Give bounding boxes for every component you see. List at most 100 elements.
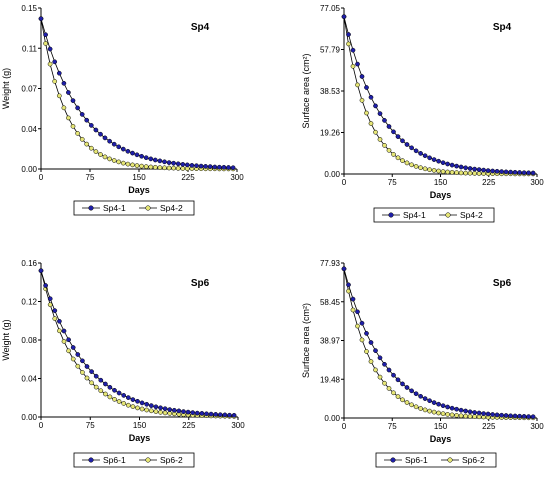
data-point-Sp4-1 <box>409 145 414 151</box>
x-tick-label: 0 <box>39 173 44 182</box>
data-point-Sp4-2 <box>70 123 76 129</box>
data-point-Sp4-2 <box>102 154 108 160</box>
data-point-Sp6-1 <box>476 410 482 416</box>
data-point-Sp4-2 <box>47 61 53 67</box>
data-point-Sp6-1 <box>485 411 491 417</box>
data-point-Sp4-1 <box>226 165 231 170</box>
y-tick-label: 19.48 <box>320 375 341 384</box>
data-point-Sp4-1 <box>458 164 464 170</box>
data-point-Sp6-1 <box>84 364 90 369</box>
data-point-Sp6-1 <box>463 408 468 414</box>
data-point-Sp4-2 <box>359 97 365 103</box>
data-point-Sp4-1 <box>75 105 80 111</box>
data-point-Sp6-1 <box>368 340 374 345</box>
y-tick-label: 0.08 <box>21 336 37 345</box>
data-point-Sp6-1 <box>427 398 432 404</box>
data-point-Sp4-1 <box>512 169 518 175</box>
y-tick-label: 0.00 <box>21 413 37 422</box>
data-point-Sp6-2 <box>350 307 356 313</box>
data-point-Sp4-1 <box>194 163 199 169</box>
data-point-Sp6-2 <box>153 409 159 414</box>
data-point-Sp4-2 <box>386 147 392 153</box>
data-point-Sp4-1 <box>418 151 423 156</box>
data-point-Sp6-1 <box>440 403 446 409</box>
data-point-Sp4-2 <box>107 156 112 162</box>
data-point-Sp4-1 <box>530 170 536 176</box>
y-tick-label: 0.00 <box>324 170 340 179</box>
data-point-Sp6-2 <box>148 408 154 414</box>
data-point-Sp6-2 <box>98 388 104 394</box>
legend-label: Sp4-1 <box>103 203 126 213</box>
legend-marker <box>445 212 451 218</box>
data-point-Sp6-1 <box>213 412 219 417</box>
data-point-Sp4-1 <box>152 157 158 163</box>
x-tick-label: 300 <box>230 173 244 182</box>
data-point-Sp4-2 <box>454 170 459 175</box>
data-point-Sp4-1 <box>180 162 186 167</box>
y-tick-label: 0.04 <box>21 125 37 134</box>
data-point-Sp6-1 <box>395 377 401 383</box>
legend-box <box>375 452 497 468</box>
data-point-Sp4-1 <box>157 158 163 164</box>
data-point-Sp4-2 <box>61 105 67 111</box>
data-point-Sp6-1 <box>47 296 53 302</box>
x-tick-label: 75 <box>388 422 397 431</box>
y-axis-label: Weight (g) <box>1 68 11 109</box>
data-point-Sp4-1 <box>508 169 513 175</box>
y-tick-label: 0.07 <box>21 85 37 94</box>
data-point-Sp6-1 <box>217 412 223 418</box>
data-point-Sp4-2 <box>391 152 396 157</box>
panel-title: Sp4 <box>191 22 210 33</box>
data-point-Sp6-1 <box>176 408 182 414</box>
data-point-Sp4-1 <box>485 168 491 173</box>
y-tick-label: 0.16 <box>21 259 37 268</box>
data-point-Sp6-2 <box>431 409 437 415</box>
legend-box <box>73 452 195 468</box>
data-point-Sp4-1 <box>499 169 504 174</box>
y-tick-label: 0.04 <box>21 375 37 384</box>
data-point-Sp4-1 <box>38 16 44 22</box>
x-tick-label: 225 <box>182 421 196 430</box>
data-point-Sp4-2 <box>171 165 176 171</box>
legend-label: Sp6-1 <box>103 455 126 465</box>
data-point-Sp4-1 <box>364 85 369 90</box>
data-point-Sp6-1 <box>61 328 67 334</box>
data-point-Sp4-2 <box>350 63 356 69</box>
legend-marker <box>390 457 396 463</box>
data-point-Sp6-2 <box>66 348 71 354</box>
data-point-Sp6-1 <box>494 412 500 418</box>
data-point-Sp6-1 <box>144 401 150 407</box>
data-point-Sp6-2 <box>158 409 163 415</box>
data-point-Sp4-1 <box>449 162 455 168</box>
data-point-Sp4-1 <box>116 144 122 150</box>
data-point-Sp4-2 <box>143 164 149 169</box>
x-axis-label: Days <box>129 433 151 443</box>
data-point-Sp6-1 <box>350 296 356 302</box>
x-tick-label: 300 <box>231 421 245 430</box>
data-point-Sp6-1 <box>490 412 495 417</box>
x-tick-label: 150 <box>133 421 147 430</box>
data-point-Sp6-2 <box>409 402 414 408</box>
y-axis-label: Surface area (cm²) <box>301 53 311 128</box>
data-point-Sp4-2 <box>43 41 48 46</box>
data-point-Sp4-1 <box>70 98 76 103</box>
data-point-Sp6-2 <box>355 323 360 329</box>
data-point-Sp4-1 <box>494 168 500 174</box>
data-point-Sp6-1 <box>112 387 117 393</box>
data-point-Sp4-1 <box>184 162 190 168</box>
data-point-Sp6-1 <box>431 400 437 405</box>
data-point-Sp6-2 <box>107 394 113 400</box>
data-point-Sp4-1 <box>377 111 383 116</box>
chart-panel-4: 0.00 19.48 38.97 58.45 77.93 0 75 150 225 300 Days… <box>301 259 544 468</box>
data-point-Sp6-1 <box>171 407 177 413</box>
data-point-Sp4-2 <box>130 162 135 168</box>
data-point-Sp4-1 <box>341 14 347 20</box>
data-point-Sp6-2 <box>463 413 468 419</box>
x-tick-label: 225 <box>482 422 496 431</box>
data-point-Sp6-1 <box>530 414 536 420</box>
data-point-Sp6-2 <box>436 410 441 416</box>
data-point-Sp4-1 <box>400 138 405 144</box>
data-point-Sp6-2 <box>112 396 117 402</box>
data-point-Sp4-1 <box>111 141 117 147</box>
y-tick-label: 38.97 <box>320 337 341 346</box>
